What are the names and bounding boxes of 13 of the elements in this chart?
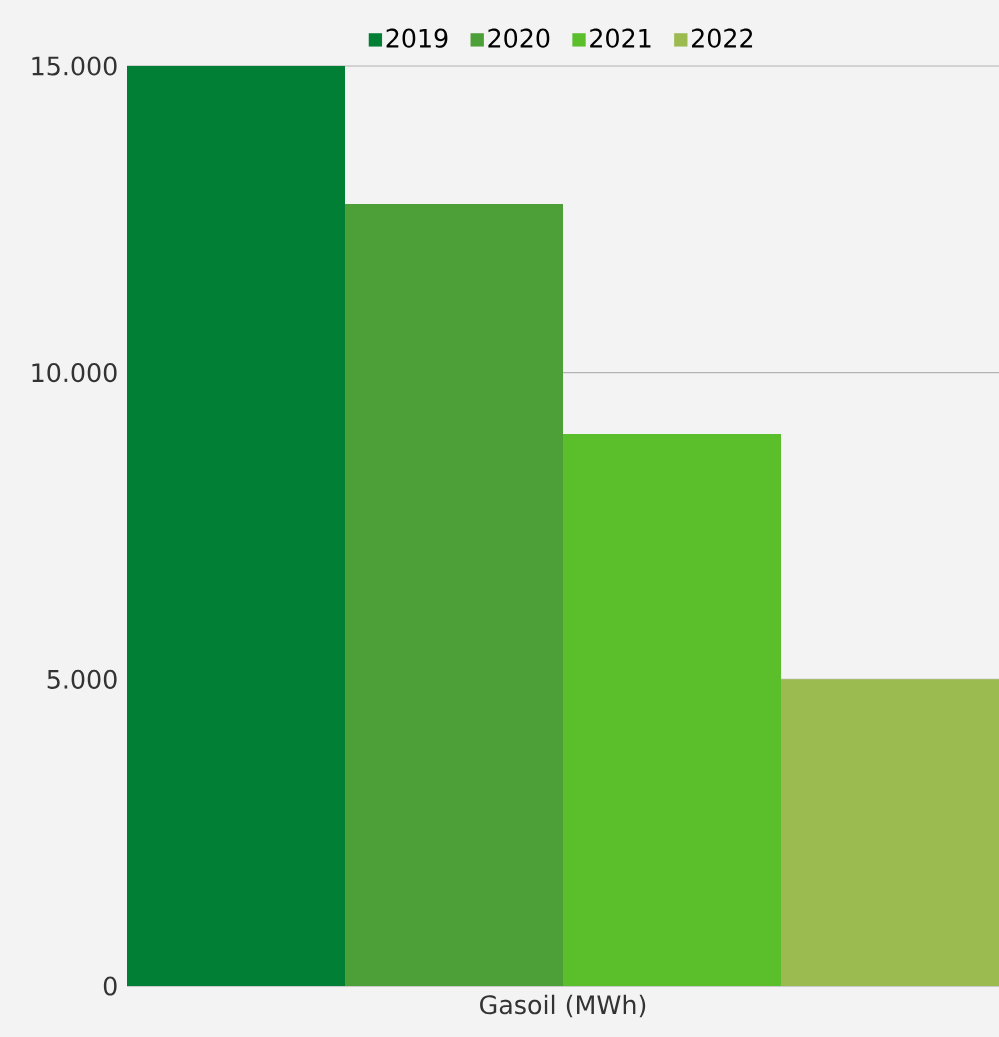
legend-label: 2020 [488,28,550,48]
legend-label: 2022 [692,28,753,48]
y-tick-label: 15.000 [32,56,117,76]
bar [781,679,999,986]
x-tick-label: Gasoil (MWh) [480,994,646,1018]
bar [127,65,345,986]
legend-label: 2021 [590,28,651,48]
legend-label: 2019 [386,28,448,48]
bar [345,203,564,986]
y-tick-label: 0 [103,976,117,996]
y-tick-label: 10.000 [32,363,117,383]
bar [563,433,782,986]
y-tick-label: 5.000 [47,669,117,689]
